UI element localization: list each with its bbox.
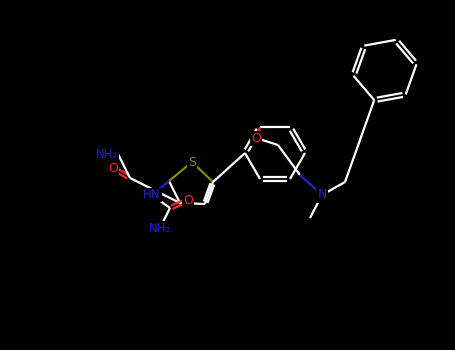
Text: O: O: [108, 161, 118, 175]
Text: N: N: [317, 189, 327, 202]
Text: HN: HN: [143, 189, 161, 202]
Text: NH₂: NH₂: [149, 222, 171, 235]
Text: O: O: [183, 194, 193, 206]
Text: NH₂: NH₂: [96, 147, 118, 161]
Text: O: O: [251, 132, 261, 145]
Text: S: S: [188, 155, 196, 168]
